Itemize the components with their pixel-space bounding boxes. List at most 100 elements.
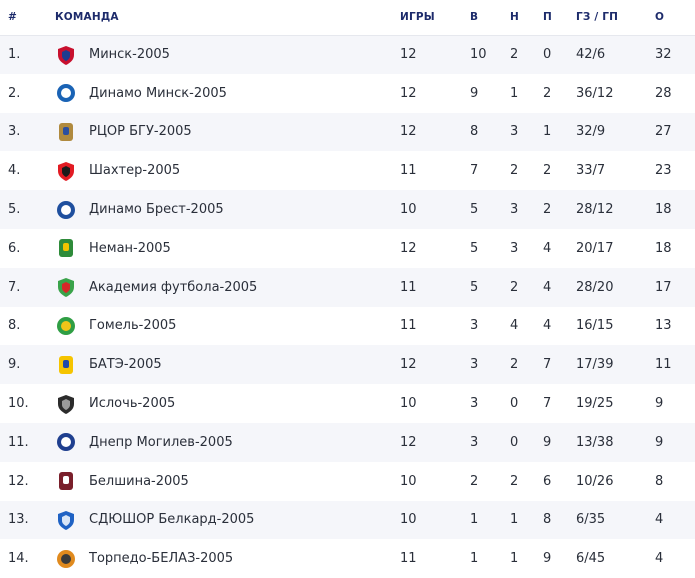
row-points: 18 — [655, 240, 672, 256]
row-losses: 2 — [543, 85, 552, 101]
row-wins: 5 — [470, 202, 479, 218]
table-row: 6. Неман-2005 12 5 3 4 20/17 18 — [0, 228, 695, 268]
dinamo-brest-crest-icon — [55, 199, 77, 221]
row-draws: 1 — [510, 85, 519, 101]
header-team[interactable]: КОМАНДА — [55, 11, 119, 24]
header-draws[interactable]: Н — [510, 11, 519, 24]
shakhtar-crest-icon — [55, 160, 77, 182]
row-points: 32 — [655, 47, 672, 63]
row-position: 9. — [8, 357, 21, 373]
row-games: 12 — [400, 240, 417, 256]
table-row: 7. Академия футбола-2005 11 5 2 4 28/20 … — [0, 267, 695, 307]
row-draws: 2 — [510, 163, 519, 179]
team-name-link[interactable]: Неман-2005 — [89, 240, 171, 256]
row-points: 4 — [655, 512, 664, 528]
team-name-link[interactable]: Академия футбола-2005 — [89, 279, 258, 295]
row-position: 12. — [8, 473, 29, 489]
row-goals: 42/6 — [576, 47, 606, 63]
row-position: 11. — [8, 434, 29, 450]
row-losses: 4 — [543, 318, 552, 334]
table-row: 11. Днепр Могилев-2005 12 3 0 9 13/38 9 — [0, 422, 695, 462]
row-points: 23 — [655, 163, 672, 179]
dinamo-minsk-crest-icon — [55, 82, 77, 104]
row-losses: 4 — [543, 279, 552, 295]
row-position: 2. — [8, 85, 21, 101]
row-points: 4 — [655, 551, 664, 567]
row-wins: 3 — [470, 357, 479, 373]
team-name-link[interactable]: РЦОР БГУ-2005 — [89, 124, 192, 140]
row-goals: 19/25 — [576, 396, 614, 412]
row-games: 12 — [400, 434, 417, 450]
row-points: 17 — [655, 279, 672, 295]
team-name-link[interactable]: Днепр Могилев-2005 — [89, 434, 233, 450]
row-goals: 6/45 — [576, 551, 606, 567]
header-games[interactable]: ИГРЫ — [400, 11, 435, 24]
table-header-row: # КОМАНДА ИГРЫ В Н П ГЗ / ГП О — [0, 0, 695, 35]
row-games: 10 — [400, 512, 417, 528]
row-draws: 1 — [510, 512, 519, 528]
table-row: 12. Белшина-2005 10 2 2 6 10/26 8 — [0, 461, 695, 501]
row-wins: 9 — [470, 85, 479, 101]
header-goals[interactable]: ГЗ / ГП — [576, 11, 619, 24]
row-draws: 3 — [510, 124, 519, 140]
row-losses: 8 — [543, 512, 552, 528]
row-wins: 7 — [470, 163, 479, 179]
neman-crest-icon — [55, 237, 77, 259]
row-draws: 4 — [510, 318, 519, 334]
team-name-link[interactable]: Минск-2005 — [89, 47, 170, 63]
team-name-link[interactable]: Белшина-2005 — [89, 473, 189, 489]
table-row: 14. Торпедо-БЕЛАЗ-2005 11 1 1 9 6/45 4 — [0, 539, 695, 578]
team-name-link[interactable]: Динамо Минск-2005 — [89, 85, 227, 101]
row-position: 4. — [8, 163, 21, 179]
row-position: 5. — [8, 202, 21, 218]
row-points: 9 — [655, 396, 664, 412]
row-draws: 2 — [510, 279, 519, 295]
team-name-link[interactable]: Ислочь-2005 — [89, 396, 176, 412]
row-losses: 2 — [543, 163, 552, 179]
row-goals: 36/12 — [576, 85, 614, 101]
row-goals: 32/9 — [576, 124, 606, 140]
row-draws: 0 — [510, 434, 519, 450]
table-row: 1. Минск-2005 12 10 2 0 42/6 32 — [0, 35, 695, 74]
row-goals: 28/20 — [576, 279, 614, 295]
row-position: 14. — [8, 551, 29, 567]
row-games: 10 — [400, 396, 417, 412]
row-losses: 4 — [543, 240, 552, 256]
row-games: 12 — [400, 357, 417, 373]
header-losses[interactable]: П — [543, 11, 552, 24]
table-row: 13. СДЮШОР Белкард-2005 10 1 1 8 6/35 4 — [0, 500, 695, 540]
team-name-link[interactable]: Торпедо-БЕЛАЗ-2005 — [89, 551, 234, 567]
table-row: 2. Динамо Минск-2005 12 9 1 2 36/12 28 — [0, 73, 695, 113]
table-row: 3. РЦОР БГУ-2005 12 8 3 1 32/9 27 — [0, 112, 695, 152]
row-position: 6. — [8, 240, 21, 256]
row-games: 11 — [400, 163, 417, 179]
row-wins: 3 — [470, 396, 479, 412]
row-games: 10 — [400, 202, 417, 218]
row-losses: 1 — [543, 124, 552, 140]
row-goals: 20/17 — [576, 240, 614, 256]
team-name-link[interactable]: Динамо Брест-2005 — [89, 202, 224, 218]
row-games: 12 — [400, 124, 417, 140]
row-goals: 10/26 — [576, 473, 614, 489]
row-wins: 3 — [470, 318, 479, 334]
row-losses: 9 — [543, 434, 552, 450]
table-row: 10. Ислочь-2005 10 3 0 7 19/25 9 — [0, 384, 695, 423]
row-points: 9 — [655, 434, 664, 450]
team-name-link[interactable]: СДЮШОР Белкард-2005 — [89, 512, 255, 528]
row-goals: 28/12 — [576, 202, 614, 218]
row-games: 12 — [400, 85, 417, 101]
team-name-link[interactable]: Шахтер-2005 — [89, 163, 181, 179]
row-position: 8. — [8, 318, 21, 334]
team-name-link[interactable]: Гомель-2005 — [89, 318, 177, 334]
header-points[interactable]: О — [655, 11, 665, 24]
header-wins[interactable]: В — [470, 11, 479, 24]
row-draws: 2 — [510, 473, 519, 489]
row-points: 18 — [655, 202, 672, 218]
row-wins: 1 — [470, 512, 479, 528]
row-games: 12 — [400, 47, 417, 63]
team-name-link[interactable]: БАТЭ-2005 — [89, 357, 162, 373]
row-losses: 6 — [543, 473, 552, 489]
header-position[interactable]: # — [8, 11, 17, 24]
torpedo-belaz-crest-icon — [55, 548, 77, 570]
